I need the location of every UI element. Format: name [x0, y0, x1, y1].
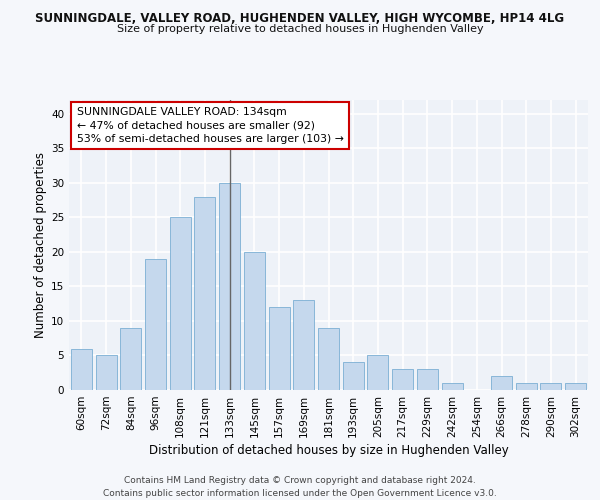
Text: SUNNINGDALE, VALLEY ROAD, HUGHENDEN VALLEY, HIGH WYCOMBE, HP14 4LG: SUNNINGDALE, VALLEY ROAD, HUGHENDEN VALL…	[35, 12, 565, 26]
Text: SUNNINGDALE VALLEY ROAD: 134sqm
← 47% of detached houses are smaller (92)
53% of: SUNNINGDALE VALLEY ROAD: 134sqm ← 47% of…	[77, 108, 344, 144]
Text: Size of property relative to detached houses in Hughenden Valley: Size of property relative to detached ho…	[116, 24, 484, 34]
Bar	[442, 383, 463, 390]
Text: Contains HM Land Registry data © Crown copyright and database right 2024.
Contai: Contains HM Land Registry data © Crown c…	[103, 476, 497, 498]
Bar	[318, 328, 339, 390]
Bar	[194, 196, 215, 390]
Bar	[219, 183, 240, 390]
Bar	[120, 328, 141, 390]
Bar	[269, 307, 290, 390]
Bar	[417, 370, 438, 390]
Bar	[343, 362, 364, 390]
Y-axis label: Number of detached properties: Number of detached properties	[34, 152, 47, 338]
Bar	[293, 300, 314, 390]
Bar	[71, 348, 92, 390]
Bar	[145, 259, 166, 390]
Bar	[95, 356, 116, 390]
Bar	[565, 383, 586, 390]
Bar	[541, 383, 562, 390]
Bar	[491, 376, 512, 390]
Bar	[516, 383, 537, 390]
Bar	[170, 218, 191, 390]
X-axis label: Distribution of detached houses by size in Hughenden Valley: Distribution of detached houses by size …	[149, 444, 508, 457]
Bar	[392, 370, 413, 390]
Bar	[367, 356, 388, 390]
Bar	[244, 252, 265, 390]
